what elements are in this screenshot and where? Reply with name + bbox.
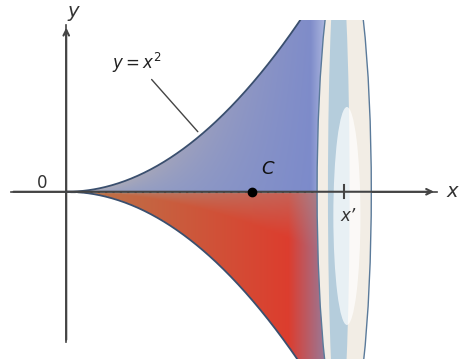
- Text: y: y: [68, 1, 79, 21]
- Text: 0: 0: [37, 174, 48, 192]
- Text: x’: x’: [340, 207, 355, 225]
- Ellipse shape: [317, 0, 371, 360]
- Text: C: C: [261, 160, 274, 178]
- Text: $y = x^2$: $y = x^2$: [112, 50, 198, 132]
- Ellipse shape: [333, 107, 360, 325]
- Ellipse shape: [328, 0, 350, 360]
- Text: x: x: [446, 182, 458, 201]
